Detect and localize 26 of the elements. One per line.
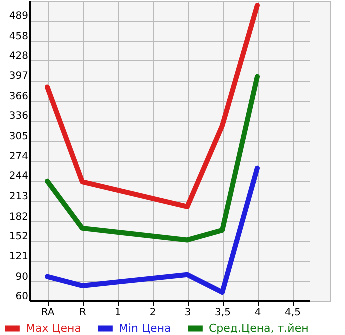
y-tick-label: 90 — [16, 272, 28, 283]
x-tick-label: 2 — [150, 308, 156, 318]
x-tick-label: 4 — [254, 308, 262, 318]
x-tick-label: 3,5 — [215, 308, 231, 318]
y-tick-label: 397 — [9, 71, 28, 82]
legend-label: Сред.Цена, т.йен — [209, 322, 309, 335]
y-tick-label: 428 — [9, 50, 28, 62]
y-tick-label: 336 — [9, 111, 28, 122]
y-tick-label: 182 — [9, 212, 28, 223]
x-tick-label: 1 — [114, 308, 122, 318]
y-tick-label: 60 — [16, 292, 28, 302]
y-tick-label: 458 — [9, 31, 28, 42]
x-tick-label: 3 — [184, 308, 192, 318]
y-tick-label: 489 — [9, 11, 28, 22]
x-tick-label: 4,5 — [285, 308, 301, 318]
y-tick-label: 244 — [9, 171, 28, 182]
x-tick-label: RA — [41, 308, 55, 318]
legend-label: Max Цена — [26, 322, 82, 335]
y-tick-label: 305 — [9, 131, 28, 142]
y-tick-label: 213 — [9, 192, 28, 202]
x-tick-label: R — [80, 308, 87, 318]
y-tick-label: 366 — [9, 92, 28, 102]
y-tick-label: 274 — [9, 152, 28, 163]
y-tick-label: 152 — [9, 231, 28, 242]
y-tick-label: 121 — [9, 252, 28, 263]
legend-label: Min Цена — [119, 322, 172, 335]
